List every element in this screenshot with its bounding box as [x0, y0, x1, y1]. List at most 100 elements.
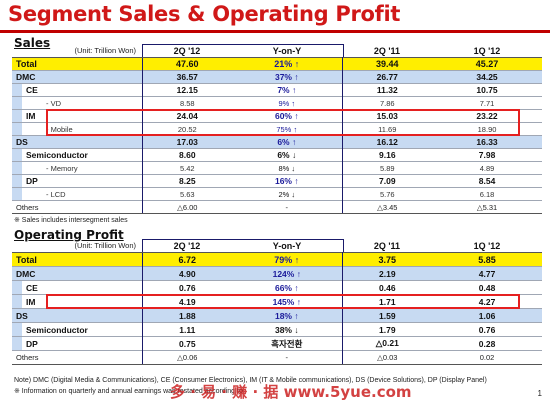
sales-row: IM 24.04 60% ↑ 15.03 23.22: [12, 109, 543, 123]
value-2q11: 11.32: [342, 83, 433, 97]
value-2q11: 7.09: [342, 174, 433, 188]
sales-unit-label: (Unit: Trillion Won): [74, 46, 136, 55]
row-label: CE: [22, 280, 143, 295]
value-2q12: 8.58: [141, 96, 233, 110]
row-label: DS: [12, 135, 143, 149]
sales-row: Total 47.60 21% ↑ 39.44 45.27: [12, 57, 543, 71]
value-yoy: 38% ↓: [232, 322, 343, 337]
profit-row: DMC 4.90 124% ↑ 2.19 4.77: [12, 266, 543, 281]
sales-row: - Mobile 20.52 75% ↑ 11.69 18.90: [12, 122, 543, 136]
value-2q11: 16.12: [342, 135, 433, 149]
profit-unit-label: (Unit: Trillion Won): [74, 241, 136, 250]
sales-heading: Sales: [14, 36, 51, 50]
value-yoy: 21% ↑: [232, 57, 343, 71]
profit-current-column-frame: [142, 239, 344, 253]
value-yoy: 2% ↓: [232, 187, 343, 201]
value-2q11: 1.59: [342, 308, 433, 323]
sales-col-yoy: Y-on-Y: [272, 45, 302, 56]
row-label: - Mobile: [32, 122, 143, 136]
value-2q12: 1.88: [141, 308, 233, 323]
value-yoy: 6% ↑: [232, 135, 343, 149]
value-1q12: 1.06: [432, 308, 543, 323]
value-2q11: 0.46: [342, 280, 433, 295]
value-2q12: 4.90: [141, 266, 233, 281]
value-2q12: 5.42: [141, 161, 233, 175]
value-yoy: 8% ↓: [232, 161, 343, 175]
value-yoy: 흑자전환: [232, 336, 343, 351]
value-2q12: 8.25: [141, 174, 233, 188]
sales-col-2q12: 2Q '12: [173, 45, 201, 56]
profit-col-1q12: 1Q '12: [473, 240, 501, 251]
sales-row: - Memory 5.42 8% ↓ 5.89 4.89: [12, 161, 543, 175]
row-label: Others: [12, 200, 143, 214]
profit-table: Total 6.72 79% ↑ 3.75 5.85 DMC 4.90 124% ↑ 2.19 4…: [12, 252, 543, 365]
value-1q12: △5.31: [432, 200, 543, 214]
value-yoy: 60% ↑: [232, 109, 343, 123]
value-2q11: 1.71: [342, 294, 433, 309]
sales-row: CE 12.15 7% ↑ 11.32 10.75: [12, 83, 543, 97]
value-1q12: 10.75: [432, 83, 543, 97]
value-2q12: 0.75: [141, 336, 233, 351]
row-label: IM: [22, 294, 143, 309]
value-2q11: 7.86: [342, 96, 433, 110]
value-2q11: △0.21: [342, 336, 433, 351]
row-label: DP: [22, 174, 143, 188]
profit-row: DP 0.75 흑자전환 △0.21 0.28: [12, 336, 543, 351]
value-1q12: 7.98: [432, 148, 543, 162]
value-1q12: 0.28: [432, 336, 543, 351]
row-label: IM: [22, 109, 143, 123]
value-2q12: △6.00: [141, 200, 233, 214]
value-1q12: 0.76: [432, 322, 543, 337]
row-label: Semiconductor: [22, 148, 143, 162]
value-2q11: 1.79: [342, 322, 433, 337]
value-2q12: 20.52: [141, 122, 233, 136]
value-1q12: 45.27: [432, 57, 543, 71]
value-1q12: 4.89: [432, 161, 543, 175]
sales-footnote: ※ Sales includes intersegment sales: [14, 217, 128, 224]
row-label: - VD: [32, 96, 143, 110]
value-yoy: 7% ↑: [232, 83, 343, 97]
row-label: CE: [22, 83, 143, 97]
value-1q12: 16.33: [432, 135, 543, 149]
sales-row: - VD 8.58 9% ↑ 7.86 7.71: [12, 96, 543, 110]
value-2q12: 4.19: [141, 294, 233, 309]
value-2q12: 47.60: [141, 57, 233, 71]
value-1q12: 8.54: [432, 174, 543, 188]
row-label: DS: [12, 308, 143, 323]
value-yoy: 6% ↓: [232, 148, 343, 162]
value-1q12: 4.77: [432, 266, 543, 281]
value-yoy: 145% ↑: [232, 294, 343, 309]
row-label: - LCD: [32, 187, 143, 201]
value-2q11: 2.19: [342, 266, 433, 281]
sales-col-2q11: 2Q '11: [373, 45, 401, 56]
profit-col-2q11: 2Q '11: [373, 240, 401, 251]
row-label: DMC: [12, 70, 143, 84]
row-label: - Memory: [32, 161, 143, 175]
value-yoy: 75% ↑: [232, 122, 343, 136]
profit-col-yoy: Y-on-Y: [272, 240, 302, 251]
value-1q12: 34.25: [432, 70, 543, 84]
profit-row: CE 0.76 66% ↑ 0.46 0.48: [12, 280, 543, 295]
value-yoy: -: [232, 200, 343, 214]
profit-row: DS 1.88 18% ↑ 1.59 1.06: [12, 308, 543, 323]
value-1q12: 5.85: [432, 252, 543, 267]
profit-row: Total 6.72 79% ↑ 3.75 5.85: [12, 252, 543, 267]
value-1q12: 0.02: [432, 350, 543, 365]
value-yoy: 66% ↑: [232, 280, 343, 295]
value-yoy: 79% ↑: [232, 252, 343, 267]
profit-col-2q12: 2Q '12: [173, 240, 201, 251]
value-yoy: -: [232, 350, 343, 365]
row-label: Semiconductor: [22, 322, 143, 337]
value-2q11: 39.44: [342, 57, 433, 71]
value-2q11: 5.89: [342, 161, 433, 175]
value-yoy: 37% ↑: [232, 70, 343, 84]
value-2q12: 5.63: [141, 187, 233, 201]
value-1q12: 0.48: [432, 280, 543, 295]
value-2q12: 24.04: [141, 109, 233, 123]
row-label: Others: [12, 350, 143, 365]
value-2q11: 9.16: [342, 148, 433, 162]
value-2q11: 3.75: [342, 252, 433, 267]
sales-current-column-frame: [142, 44, 344, 58]
row-label: DP: [22, 336, 143, 351]
sales-col-1q12: 1Q '12: [473, 45, 501, 56]
